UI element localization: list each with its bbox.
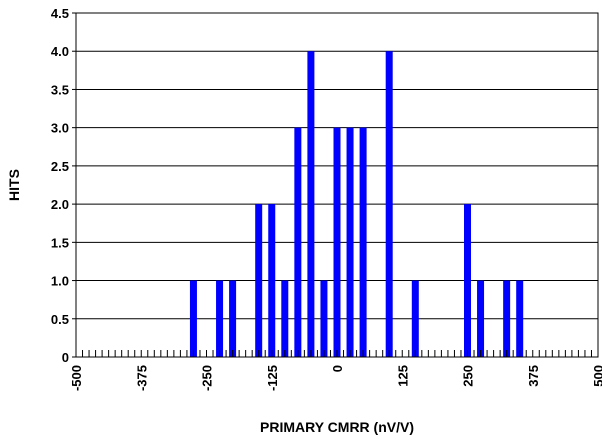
bar-12 [385,51,393,357]
x-tick-label-2: -250 [200,365,215,391]
bar-10 [346,127,354,358]
y-axis-title: HITS [6,169,22,201]
bar-5 [281,280,289,357]
y-tick-label-6: 3.0 [51,121,69,136]
x-tick-label-3: -125 [265,365,280,391]
bar-1 [216,280,224,357]
x-tick-label-5: 125 [395,365,410,387]
bar-13 [411,280,419,357]
axes [72,12,599,358]
bar-8 [320,280,328,357]
x-tick-label-1: -375 [134,365,149,391]
y-tick-label-3: 1.5 [51,235,69,250]
x-tick-label-6: 250 [461,365,476,387]
bar-9 [333,127,341,358]
y-tick-label-9: 4.5 [51,6,69,21]
bar-17 [516,280,524,357]
y-tick-label-5: 2.5 [51,159,69,174]
bar-14 [464,204,471,357]
y-tick-label-1: 0.5 [51,312,69,327]
y-tick-labels: 0 0.5 1.0 1.5 2.0 2.5 3.0 3.5 4.0 4.5 [51,6,69,365]
y-tick-label-4: 2.0 [51,197,69,212]
bar-7 [307,51,315,357]
x-tick-label-4: 0 [330,365,345,372]
bar-0 [189,280,197,357]
x-tick-labels: -500 -375 -250 -125 0 125 250 375 500 [69,365,602,391]
bar-15 [477,280,485,357]
bar-2 [229,280,237,357]
bar-4 [268,204,276,357]
x-tick-label-0: -500 [69,365,84,391]
bars [189,51,524,358]
y-tick-label-0: 0 [62,350,69,365]
y-tick-label-8: 4.0 [51,44,69,59]
y-tick-label-2: 1.0 [51,274,69,289]
y-tick-label-7: 3.5 [51,82,69,97]
bar-3 [255,204,263,357]
bar-16 [503,280,511,357]
bar-6 [294,127,302,358]
x-tick-label-8: 500 [591,365,602,387]
x-axis-title: PRIMARY CMRR (nV/V) [260,419,414,435]
bar-11 [359,127,367,358]
x-tick-label-7: 375 [526,365,541,387]
